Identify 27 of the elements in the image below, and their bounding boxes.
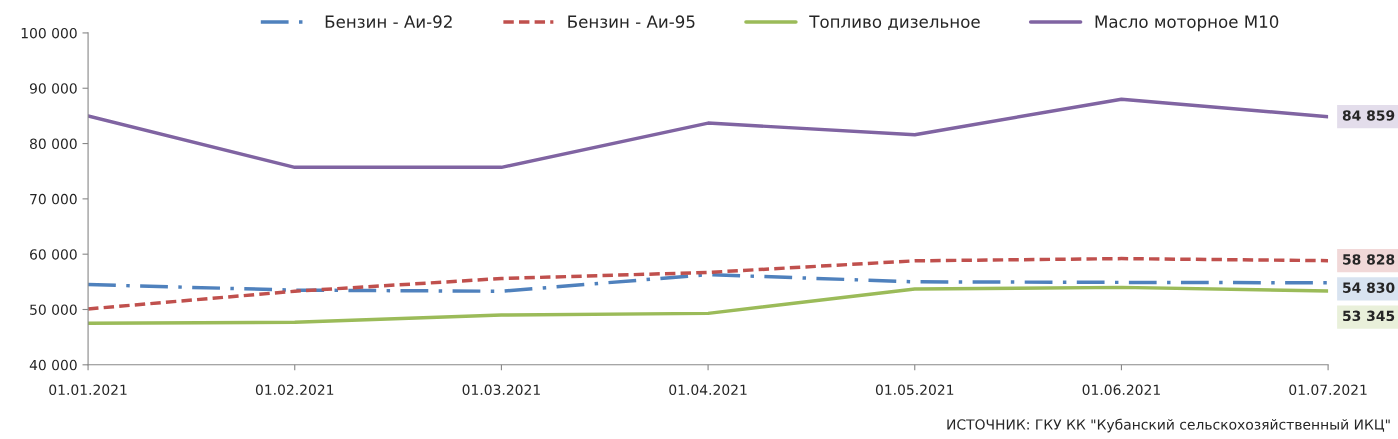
data-label: 84 859	[1342, 110, 1395, 121]
x-tick-label: 01.02.2021	[255, 384, 334, 395]
x-tick-label: 01.05.2021	[875, 384, 954, 395]
data-label: 53 345	[1343, 310, 1395, 322]
line-series	[88, 256, 1329, 311]
legend-label: Бензин - Аи-95	[568, 15, 695, 28]
data-label: 54 830	[1343, 282, 1395, 293]
y-tick-label: 40 000	[29, 359, 77, 371]
legend-label: Масло моторное М10	[1095, 15, 1279, 32]
line-series	[88, 97, 1329, 170]
x-tick-label: 01.03.2021	[462, 384, 540, 395]
text: ИСТОЧНИК: ГКУ КК "Кубанский сельскохозяйственный ИКЦ"	[947, 418, 1390, 433]
legend-label: Топливо дизельное	[809, 15, 980, 31]
line-series	[88, 285, 1329, 326]
y-tick-label: 70 000	[30, 193, 77, 205]
y-tick-label: 100 000	[21, 27, 77, 39]
y-tick-label: 60 000	[30, 249, 77, 260]
x-tick-label: 01.01.2021	[49, 384, 127, 395]
y-tick-label: 80 000	[30, 138, 77, 150]
x-tick-label: 01.06.2021	[1082, 384, 1160, 395]
x-tick-label: 01.07.2021	[1289, 384, 1367, 395]
y-tick-label: 90 000	[29, 83, 77, 94]
legend-label: Бензин - Аи-92	[325, 15, 452, 28]
y-tick-label: 50 000	[30, 304, 77, 315]
data-label: 58 828	[1343, 254, 1395, 265]
x-tick-label: 01.04.2021	[669, 384, 747, 395]
line-series	[88, 272, 1329, 293]
